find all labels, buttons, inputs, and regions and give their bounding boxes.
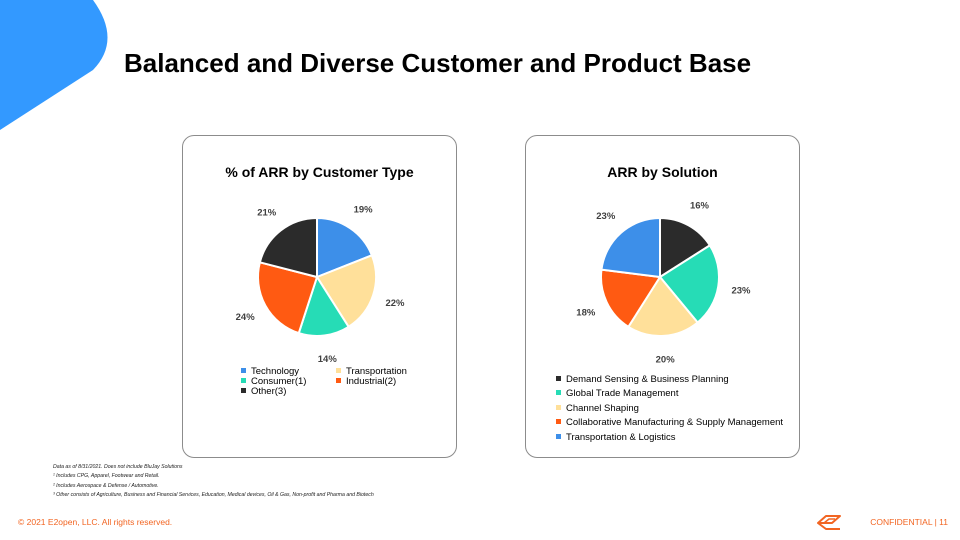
legend-label: Channel Shaping xyxy=(566,403,639,414)
legend-item: Other(3) xyxy=(241,386,286,397)
data-label: 21% xyxy=(257,208,277,219)
pie-slice xyxy=(257,261,319,335)
page-title: Balanced and Diverse Customer and Produc… xyxy=(124,48,752,78)
data-label: 24% xyxy=(236,312,256,323)
copyright-text: © 2021 E2open, LLC. All rights reserved. xyxy=(18,517,173,527)
legend-item: Industrial(2) xyxy=(336,376,396,387)
legend-swatch xyxy=(556,376,561,381)
customer-type-chart-card: % of ARR by Customer Type 19% 22% 14% 24% 21… xyxy=(182,135,457,458)
legend-item: Consumer(1) xyxy=(241,376,306,387)
legend-swatch xyxy=(556,405,561,410)
legend-swatch xyxy=(556,419,561,424)
legend-item: Demand Sensing & Business Planning xyxy=(556,374,729,385)
legend-label: Industrial(2) xyxy=(346,376,397,387)
legend-swatch xyxy=(241,388,246,393)
pie-slice xyxy=(297,274,350,337)
data-label: 18% xyxy=(576,307,596,318)
footnote: ³ Other consists of Agriculture, Busines… xyxy=(53,492,374,499)
chart-title: % of ARR by Customer Type xyxy=(225,164,414,180)
pie-slice xyxy=(659,216,712,279)
corner-accent-shape xyxy=(0,0,108,130)
pie-slice xyxy=(258,216,318,279)
legend-swatch xyxy=(241,368,246,373)
legend-swatch xyxy=(556,390,561,395)
legend-swatch xyxy=(336,368,341,373)
legend-label: Technology xyxy=(251,366,300,377)
legend-label: Consumer(1) xyxy=(251,376,307,387)
footnote: ¹ Includes CPG, Apparel, Footwear and Re… xyxy=(53,473,160,480)
customer-type-pie-chart: 19% 22% 14% 24% 21% xyxy=(236,205,405,365)
footnote: ² Includes Aerospace & Defense / Automot… xyxy=(53,482,159,489)
legend-item: Collaborative Manufacturing & Supply Man… xyxy=(556,417,783,428)
e2open-logo-icon xyxy=(817,515,841,530)
solution-pie-chart: 16% 23% 20% 18% 23% xyxy=(576,201,751,366)
pie-slice xyxy=(316,216,374,279)
legend-label: Global Trade Management xyxy=(566,388,679,399)
pie-slice xyxy=(658,244,720,324)
data-label: 16% xyxy=(690,201,710,212)
solution-chart-card: ARR by Solution 16% 23% 20% 18% 23% Demand S… xyxy=(525,135,800,458)
legend-item: Transportation xyxy=(336,366,407,377)
pie-slice xyxy=(600,268,662,329)
legend-item: Transportation & Logistics xyxy=(556,432,675,443)
footnote: Data as of 8/31/2021. Does not include B… xyxy=(53,464,183,470)
legend-label: Transportation xyxy=(346,366,407,377)
pie-slice xyxy=(315,253,377,329)
legend-label: Collaborative Manufacturing & Supply Man… xyxy=(566,417,784,428)
legend-item: Channel Shaping xyxy=(556,403,639,414)
data-label: 22% xyxy=(385,298,405,309)
footnotes: Data as of 8/31/2021. Does not include B… xyxy=(53,463,374,501)
legend-item: Global Trade Management xyxy=(556,388,678,399)
pie-slice xyxy=(627,275,700,337)
chart-title: ARR by Solution xyxy=(607,164,718,180)
confidential-page-number: CONFIDENTIAL | 11 xyxy=(870,517,948,527)
data-label: 23% xyxy=(596,211,616,222)
pie-slice xyxy=(600,216,661,279)
legend-swatch xyxy=(556,434,561,439)
legend-label: Other(3) xyxy=(251,386,287,397)
data-label: 23% xyxy=(731,285,751,296)
data-label: 20% xyxy=(656,354,676,365)
legend-label: Demand Sensing & Business Planning xyxy=(566,374,729,385)
data-label: 19% xyxy=(354,205,374,216)
data-label: 14% xyxy=(318,354,338,365)
legend-label: Transportation & Logistics xyxy=(566,432,676,443)
legend-swatch xyxy=(241,378,246,383)
legend-swatch xyxy=(336,378,341,383)
legend-item: Technology xyxy=(241,366,299,377)
